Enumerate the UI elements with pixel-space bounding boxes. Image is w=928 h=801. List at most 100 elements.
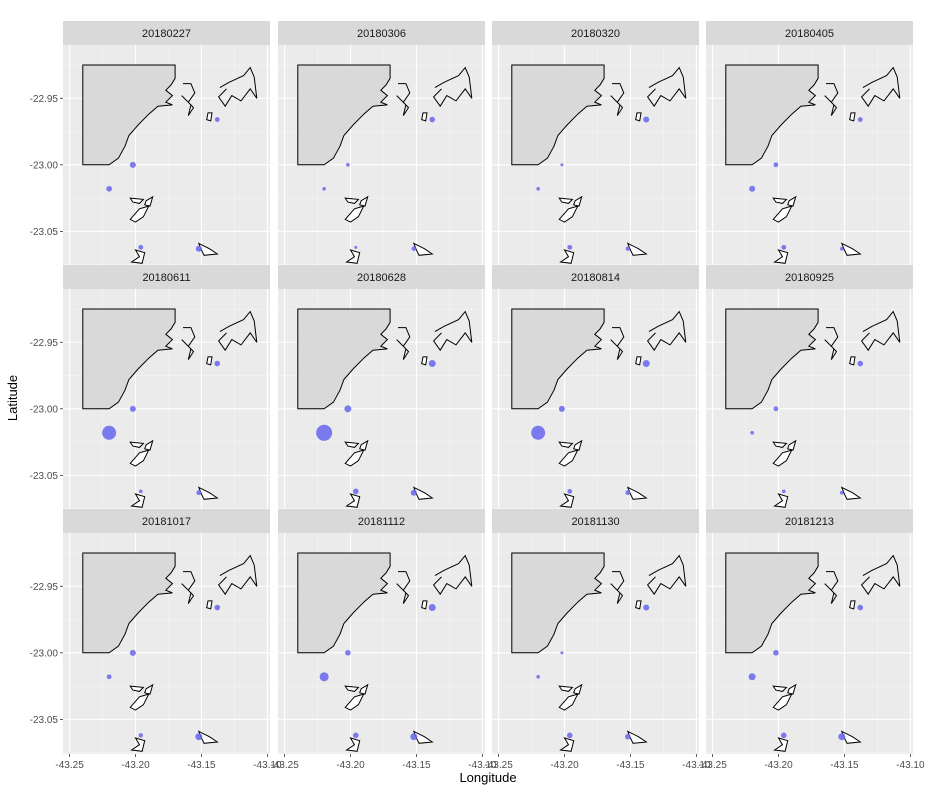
facet-strip [63, 21, 270, 45]
island-shape [144, 439, 154, 451]
y-axis-title: Latitude [5, 375, 20, 421]
facet-strip [706, 21, 913, 45]
island-shape [558, 693, 579, 711]
sample-point [410, 733, 418, 741]
island-shape [421, 112, 428, 122]
island-shape [129, 693, 150, 711]
island-shape [772, 441, 788, 448]
sample-point [643, 604, 650, 611]
sample-point [840, 490, 844, 495]
island-shape [558, 441, 574, 448]
sample-point [838, 733, 846, 741]
sample-point [780, 732, 787, 739]
sample-point [536, 186, 540, 191]
coastline-east-shore [432, 66, 473, 108]
facet-strip-label: 20181017 [142, 516, 191, 528]
sample-point [195, 245, 202, 252]
sample-point [840, 246, 844, 251]
island-shape [359, 195, 369, 207]
y-tick-label: -23.05 [30, 715, 59, 726]
sample-point [749, 185, 756, 192]
facet-strip [492, 265, 699, 289]
coastline-east-shore [860, 310, 901, 352]
sample-point [354, 245, 358, 249]
coastline-headland [824, 327, 839, 360]
facet-strip-label: 20180227 [142, 28, 191, 40]
facet-panel: 20181112 -43.25 -43.20 -43.15 -43.10 [270, 509, 497, 771]
y-tick-label: -23.00 [30, 160, 59, 171]
coastline-east-shore [860, 66, 901, 108]
sample-point [566, 732, 573, 739]
sample-point [857, 604, 864, 611]
facet-strip-label: 20181130 [571, 516, 619, 528]
sample-point [106, 674, 112, 680]
island-shape [787, 439, 797, 451]
x-tick-label: -43.25 [55, 760, 84, 771]
coastline-headland [824, 571, 839, 604]
coastline-east-shore [646, 310, 687, 352]
island-shape [559, 493, 575, 508]
island-shape [129, 205, 150, 223]
coastline-east-shore [432, 554, 473, 596]
facet-strip [492, 509, 699, 533]
coastline-headland [824, 83, 839, 116]
facet-strip-label: 20181213 [785, 516, 834, 528]
island-shape [129, 449, 150, 467]
island-shape [772, 685, 788, 692]
sample-point [558, 405, 565, 412]
sample-point [643, 116, 650, 123]
island-shape [558, 449, 579, 467]
island-shape [558, 197, 574, 204]
y-tick-label: -23.00 [30, 648, 59, 659]
sample-point [428, 604, 436, 612]
sample-point [195, 733, 203, 741]
sample-point [429, 116, 436, 123]
y-tick-label: -23.00 [30, 404, 59, 415]
island-shape [559, 249, 575, 264]
facet-panel: 20180628 [278, 265, 485, 510]
sample-point [138, 733, 143, 738]
y-tick-label: -22.95 [30, 94, 59, 105]
x-tick-label: -43.20 [121, 760, 150, 771]
facet-panel: 20180925 [706, 265, 913, 510]
island-shape [840, 242, 862, 256]
x-tick-label: -43.15 [402, 760, 431, 771]
sample-point [411, 246, 417, 251]
island-shape [558, 205, 579, 223]
sample-point [642, 360, 650, 368]
coastline-headland [610, 83, 625, 116]
facet-panel: 20180814 [492, 265, 699, 510]
sample-point [781, 244, 787, 250]
island-shape [772, 449, 793, 467]
facet-panel: 20180227 -22.95 -23.00 -23.05 [30, 21, 270, 266]
coastline-east-shore [432, 310, 473, 352]
x-tick-label: -43.15 [187, 760, 216, 771]
island-shape [635, 600, 642, 610]
island-shape [344, 441, 360, 448]
facet-strip [706, 265, 913, 289]
island-shape [772, 693, 793, 711]
coastline-east-shore [646, 66, 687, 108]
coastline-mainland [82, 552, 176, 654]
island-shape [344, 693, 365, 711]
sample-point [560, 163, 564, 167]
facet-strip [706, 509, 913, 533]
coastline-mainland [511, 552, 605, 654]
island-shape [345, 249, 361, 264]
island-shape [772, 205, 793, 223]
coastline-mainland [297, 308, 391, 410]
coastline-mainland [297, 64, 391, 166]
y-tick-label: -23.05 [30, 227, 59, 238]
sample-point [129, 649, 136, 656]
island-shape [129, 441, 145, 448]
island-shape [773, 737, 789, 752]
coastline-mainland [511, 64, 605, 166]
x-tick-label: -43.10 [896, 760, 925, 771]
island-shape [772, 197, 788, 204]
island-shape [359, 683, 369, 695]
x-tick-label: -43.10 [253, 760, 282, 771]
sample-point [102, 425, 117, 440]
sample-point [129, 161, 136, 168]
island-shape [421, 600, 428, 610]
sample-point [316, 424, 333, 441]
